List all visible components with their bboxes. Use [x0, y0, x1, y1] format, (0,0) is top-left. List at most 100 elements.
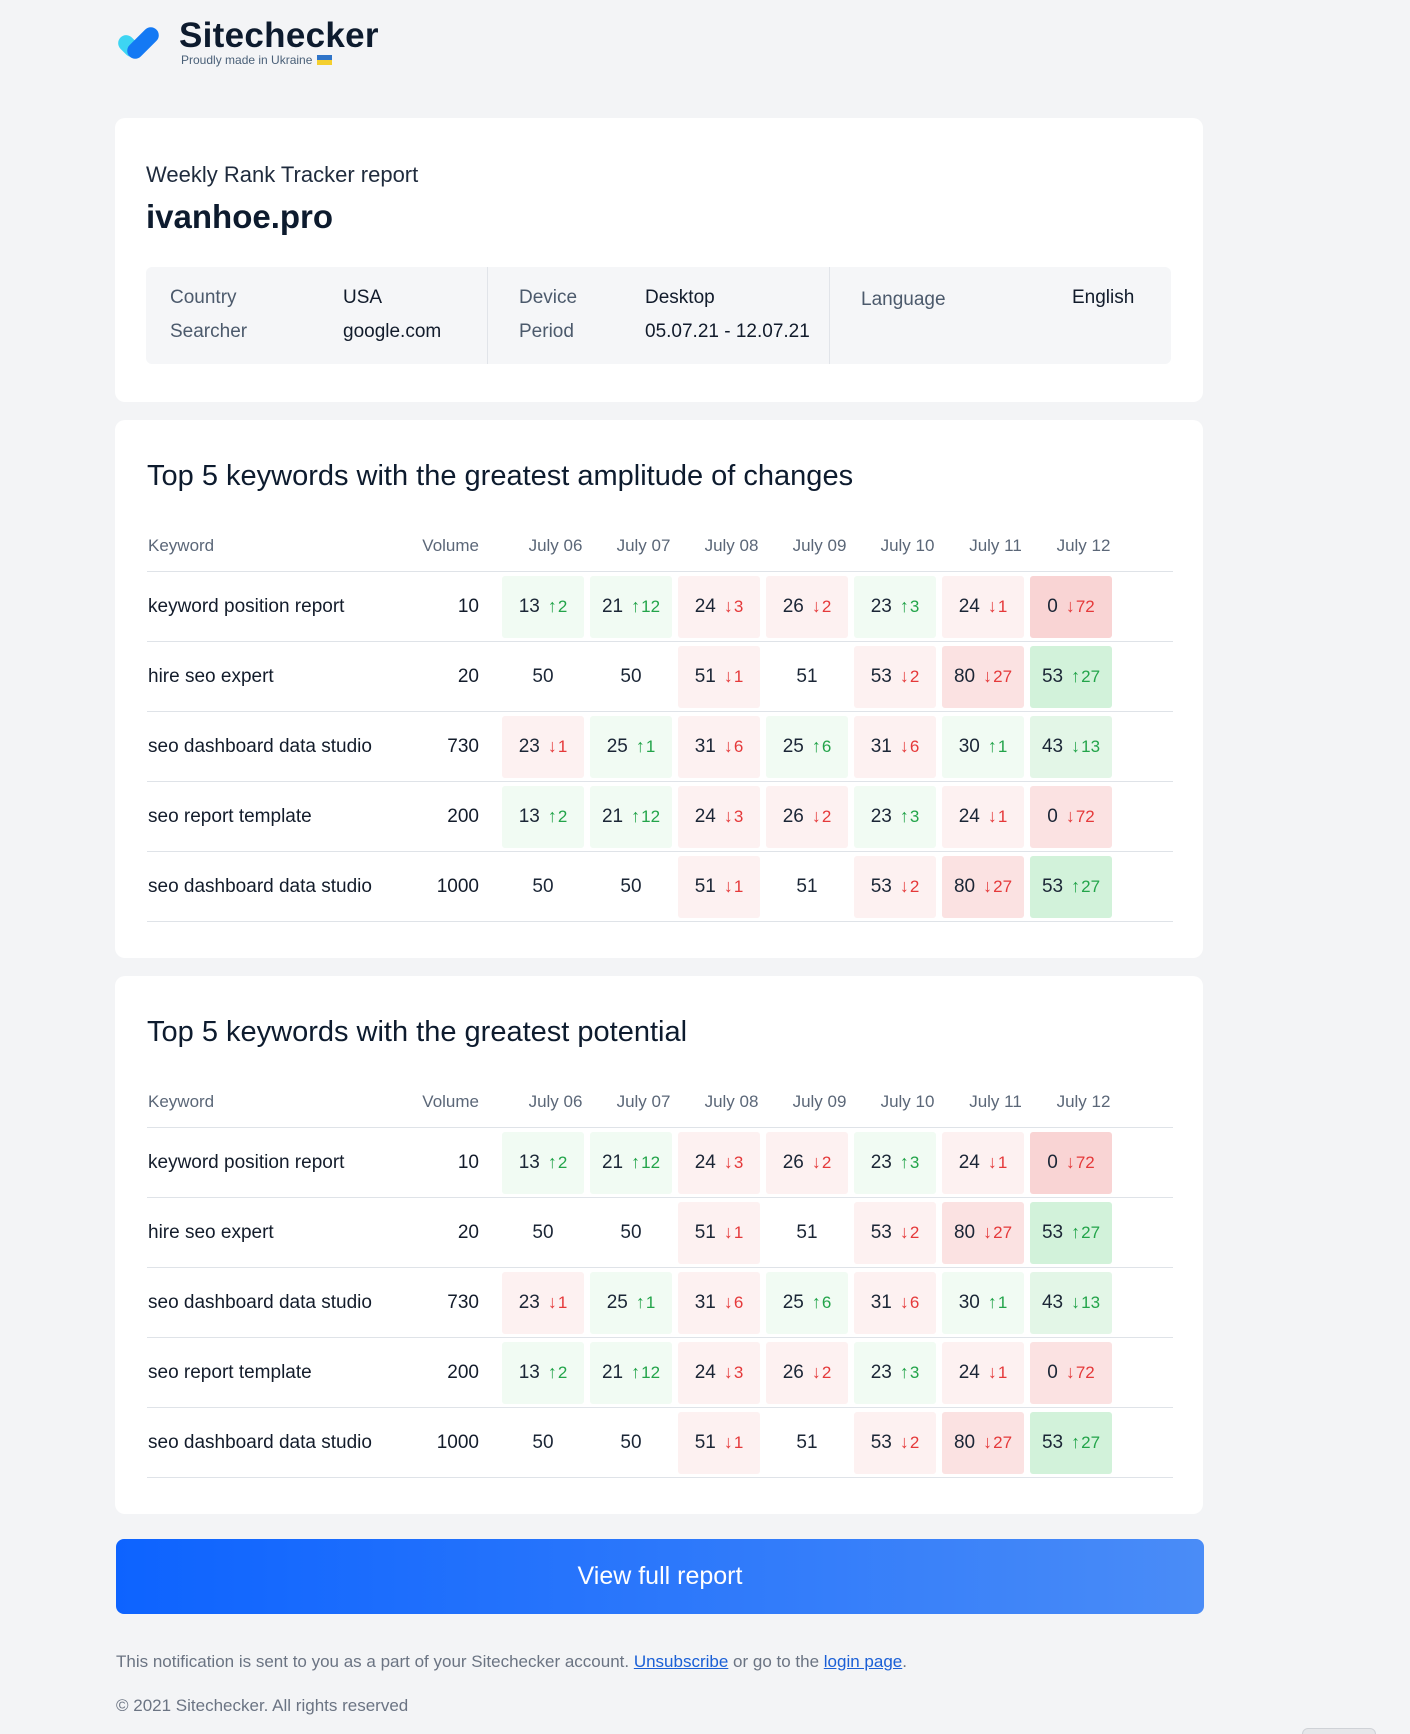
position-change: ↑ 6	[812, 736, 831, 757]
table-row: hire seo expert 20 50 50 51 ↓ 1 51 53 ↓ 2 80 ↓ 27 53 ↑ 2…	[147, 642, 1173, 712]
position-value: 51	[796, 875, 818, 897]
position-cell: 0 ↓ 72	[1030, 1131, 1112, 1194]
position-value: 30	[958, 735, 980, 757]
arrow-down-icon: ↓	[983, 1222, 993, 1242]
table-row: seo dashboard data studio 730 23 ↓ 1 25 ↑ 1 31 ↓ 6…	[147, 712, 1173, 782]
table-row: seo report template 200 13 ↑ 2 21 ↑ 12 24 ↓ 3 26 ↓ 2 2…	[147, 782, 1173, 852]
ukraine-flag-icon	[317, 54, 333, 65]
arrow-up-icon: ↑	[631, 1362, 641, 1382]
arrow-up-icon: ↑	[547, 1152, 557, 1172]
change-value: 1	[997, 1292, 1008, 1312]
report-header-card: Weekly Rank Tracker report ivanhoe.pro C…	[115, 118, 1203, 402]
change-value: 3	[909, 806, 920, 826]
position-change: ↓ 2	[812, 1362, 831, 1383]
change-value: 2	[557, 1152, 568, 1172]
position-cell: 24 ↓ 1	[942, 1131, 1024, 1194]
arrow-down-icon: ↓	[723, 596, 733, 616]
change-value: 2	[909, 666, 920, 686]
position-value: 53	[1041, 875, 1064, 897]
position-value: 51	[796, 665, 818, 687]
change-value: 3	[909, 1152, 920, 1172]
change-value: 1	[733, 1222, 744, 1242]
arrow-down-icon: ↓	[723, 1362, 733, 1382]
volume-cell: 730	[447, 1291, 479, 1313]
column-header: Keyword	[148, 1091, 215, 1111]
position-cell: 53 ↓ 2	[854, 855, 936, 918]
arrow-up-icon: ↑	[635, 736, 645, 756]
position-cell: 50	[502, 646, 584, 708]
brand-logo[interactable]: Sitechecker Proudly made in Ukraine	[115, 14, 379, 70]
position-value: 50	[532, 1221, 554, 1243]
change-value: 13	[1081, 1292, 1101, 1312]
keyword-cell: seo report template	[148, 805, 312, 827]
position-cell: 30 ↑ 1	[942, 715, 1024, 778]
volume-cell: 10	[457, 595, 479, 617]
arrow-up-icon: ↑	[899, 806, 909, 826]
position-change: ↓ 3	[724, 596, 743, 617]
position-value: 53	[1041, 665, 1064, 687]
unsubscribe-link[interactable]: Unsubscribe	[633, 1652, 729, 1671]
volume-cell: 1000	[436, 1431, 479, 1453]
position-cell: 26 ↓ 2	[766, 785, 848, 848]
position-change: ↑ 3	[900, 1362, 919, 1383]
keyword-cell: keyword position report	[148, 595, 345, 617]
volume-cell: 10	[457, 1151, 479, 1173]
footer-note-before: This notification is sent to you as a pa…	[116, 1652, 634, 1671]
position-cell: 21 ↑ 12	[590, 785, 672, 848]
arrow-down-icon: ↓	[899, 1292, 909, 1312]
column-header: July 12	[1056, 535, 1111, 555]
keyword-cell: hire seo expert	[148, 665, 274, 687]
arrow-down-icon: ↓	[899, 1222, 909, 1242]
position-value: 23	[870, 595, 892, 617]
arrow-up-icon: ↑	[987, 1292, 997, 1312]
footer-notification: This notification is sent to you as a pa…	[116, 1652, 907, 1672]
position-cell: 50	[502, 1412, 584, 1474]
keyword-cell: hire seo expert	[148, 1221, 274, 1243]
change-value: 1	[733, 1432, 744, 1452]
position-cell: 31 ↓ 6	[854, 715, 936, 778]
arrow-down-icon: ↓	[983, 876, 993, 896]
footer-note-middle: or go to the	[728, 1652, 824, 1671]
position-change: ↓ 72	[1066, 1152, 1095, 1173]
view-full-report-button[interactable]: View full report	[116, 1539, 1204, 1614]
position-cell: 50	[590, 1412, 672, 1474]
position-cell: 24 ↓ 1	[942, 1341, 1024, 1404]
change-value: 1	[997, 736, 1008, 756]
column-header: July 09	[792, 535, 847, 555]
arrow-up-icon: ↑	[1071, 1432, 1081, 1452]
position-cell: 23 ↑ 3	[854, 785, 936, 848]
change-value: 2	[909, 1222, 920, 1242]
arrow-down-icon: ↓	[1065, 596, 1075, 616]
position-change: ↓ 2	[900, 876, 919, 897]
scroll-to-top-tab[interactable]	[1302, 1728, 1376, 1734]
position-value: 51	[796, 1431, 818, 1453]
login-page-link[interactable]: login page	[823, 1652, 903, 1671]
position-value: 80	[953, 875, 976, 897]
column-header: July 09	[792, 1091, 847, 1111]
arrow-down-icon: ↓	[723, 736, 733, 756]
change-value: 27	[1081, 1222, 1101, 1242]
amplitude-keywords-card: Top 5 keywords with the greatest amplitu…	[115, 420, 1203, 958]
searcher-label: Searcher	[170, 321, 248, 342]
arrow-down-icon: ↓	[723, 666, 733, 686]
position-value: 0	[1047, 1361, 1058, 1383]
change-value: 1	[997, 596, 1008, 616]
position-cell: 0 ↓ 72	[1030, 785, 1112, 848]
change-value: 27	[993, 1432, 1013, 1452]
position-change: ↓ 72	[1066, 596, 1095, 617]
position-change: ↑ 2	[548, 1152, 567, 1173]
position-value: 53	[870, 875, 892, 897]
column-header: July 12	[1056, 1091, 1111, 1111]
column-header: July 07	[616, 1091, 671, 1111]
table-header-row: Keyword Volume July 06 July 07 July 08 July 0…	[147, 1076, 1173, 1128]
position-cell: 21 ↑ 12	[590, 575, 672, 638]
change-value: 2	[821, 1152, 832, 1172]
position-change: ↑ 1	[636, 1292, 655, 1313]
country-value: USA	[343, 287, 383, 308]
footer-note-after: .	[902, 1652, 907, 1671]
position-change: ↓ 3	[724, 1152, 743, 1173]
position-change: ↓ 2	[900, 666, 919, 687]
position-change: ↓ 1	[988, 806, 1007, 827]
arrow-down-icon: ↓	[723, 806, 733, 826]
info-column-location: Country USA Searcher google.com	[146, 267, 487, 364]
